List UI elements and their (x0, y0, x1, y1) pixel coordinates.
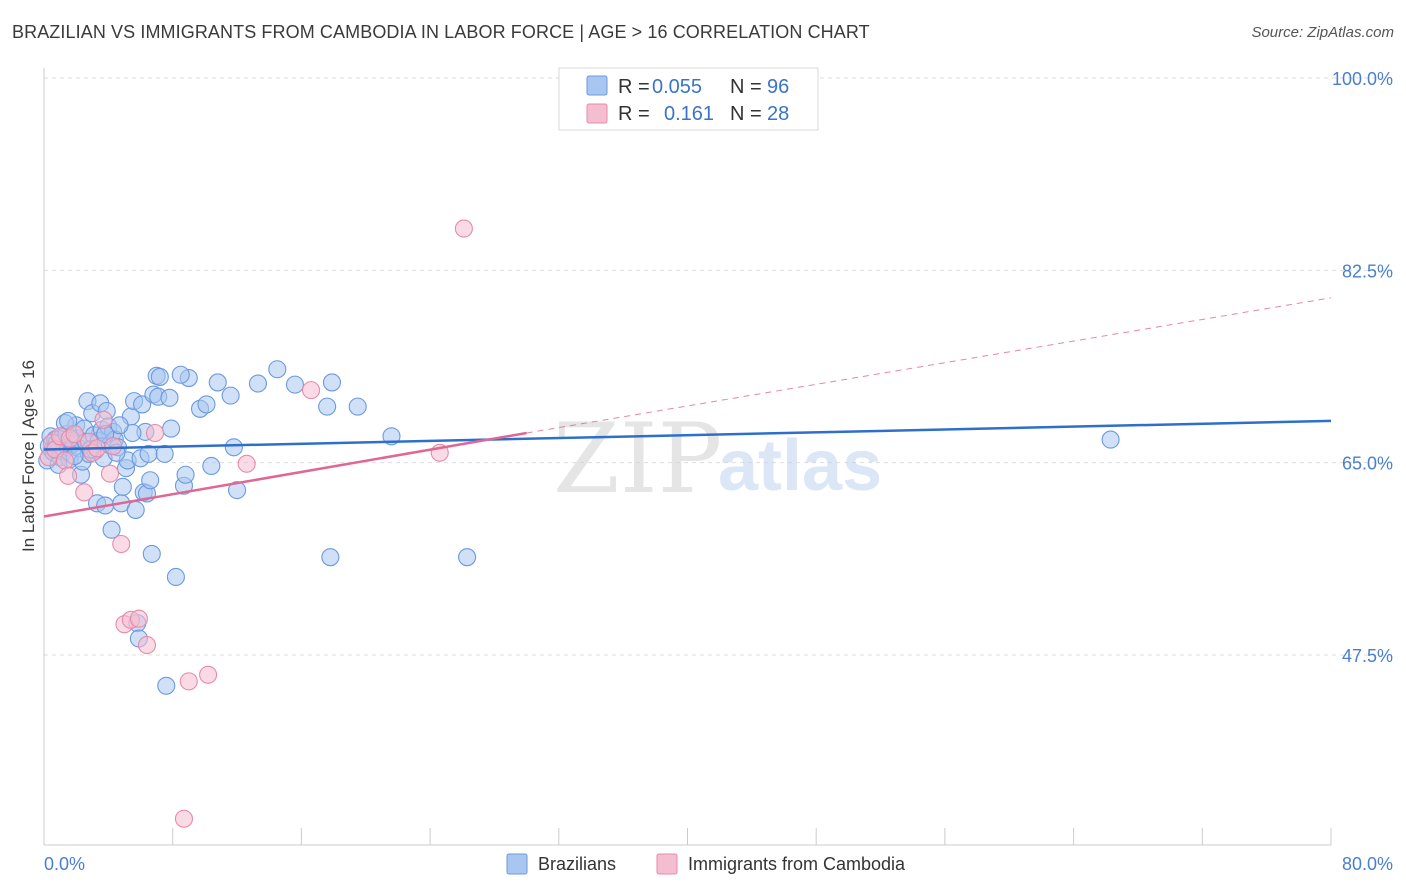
brazilian-point (228, 481, 247, 500)
brazilian-point (162, 419, 181, 438)
trend-lines (43, 297, 1332, 518)
bottom-legend-swatch-pink (656, 853, 678, 875)
legend-r-value-2: 0.161 (664, 103, 714, 125)
brazilian-point (221, 386, 240, 405)
x-tick-label-max: 80.0% (1342, 854, 1393, 874)
bottom-legend: Brazilians Immigrants from Cambodia (506, 853, 906, 875)
legend-n-value-2: 28 (767, 103, 789, 125)
legend-r-label-1: R = (618, 76, 650, 98)
brazilian-point (321, 548, 340, 567)
source-label: Source: ZipAtlas.com (1251, 24, 1394, 41)
brazilian-point (348, 397, 367, 416)
y-axis-label: In Labor Force | Age > 16 (19, 360, 38, 552)
bottom-legend-brazilians: Brazilians (538, 854, 616, 874)
watermark-atlas: atlas (718, 426, 882, 506)
brazilian-point (155, 444, 174, 463)
cambodia-point (145, 423, 165, 443)
cambodia-point (302, 381, 321, 400)
brazilian-point (171, 365, 190, 384)
brazilian-point (126, 500, 145, 519)
bottom-legend-swatch-blue (506, 853, 528, 875)
brazilian-point (160, 388, 179, 407)
y-tick-label: 47.5% (1342, 646, 1393, 666)
brazilian-point (202, 456, 221, 476)
cambodia-point (100, 464, 120, 483)
cambodia-point (59, 466, 78, 485)
brazilian-point (157, 676, 176, 695)
brazilian-point (248, 374, 268, 393)
watermark-zip: ZIP (553, 403, 722, 515)
legend-n-label-1: N = (730, 76, 762, 98)
legend-r-value-1: 0.055 (652, 76, 702, 98)
legend-r-label-2: R = (618, 103, 650, 125)
x-tick-label-min: 0.0% (44, 854, 85, 874)
cambodia-point (104, 437, 123, 456)
cambodia-point (174, 809, 194, 828)
cambodia-point (65, 425, 84, 444)
legend-swatch-pink (586, 103, 608, 124)
watermark: ZIP atlas (553, 403, 882, 515)
trend-line-brazilians (43, 419, 1332, 451)
cambodia-point (454, 219, 473, 238)
cambodia-point (75, 483, 94, 502)
y-tick-label: 65.0% (1342, 454, 1393, 474)
cambodia-point (137, 636, 157, 655)
brazilian-point (318, 397, 337, 416)
cambodia-point (179, 672, 198, 691)
trend-line-cambodia (43, 431, 527, 518)
cambodia-point (112, 534, 131, 554)
x-ticks (43, 828, 1332, 845)
y-tick-labels: 47.5% 65.0% 82.5% 100.0% (1332, 69, 1393, 666)
legend-n-label-2: N = (730, 103, 762, 125)
brazilian-point (285, 375, 305, 394)
brazilian-point (268, 360, 287, 379)
brazilian-point (166, 567, 185, 587)
grid (44, 77, 1393, 656)
brazilian-point (1101, 430, 1120, 449)
cambodia-point (237, 454, 256, 473)
brazilian-point (224, 438, 243, 457)
brazilian-point (176, 465, 195, 484)
brazilian-point (102, 520, 121, 539)
brazilian-point (110, 416, 129, 435)
y-tick-label: 100.0% (1332, 69, 1393, 89)
brazilian-point (150, 367, 169, 386)
trend-line-cambodia-extension (526, 297, 1332, 434)
brazilian-point (113, 477, 132, 496)
brazilian-point (142, 544, 161, 563)
brazilian-point (197, 395, 216, 414)
cambodia-point (55, 451, 74, 470)
brazilian-point (322, 373, 342, 392)
brazilian-point (141, 471, 160, 490)
legend-swatch-blue (586, 75, 608, 96)
cambodia-point (199, 665, 218, 684)
cambodia-point (94, 410, 113, 429)
legend: R = 0.055 N = 96 R = 0.161 N = 28 (558, 67, 819, 131)
y-tick-label: 82.5% (1342, 261, 1393, 281)
chart-title: BRAZILIAN VS IMMIGRANTS FROM CAMBODIA IN… (12, 22, 870, 42)
legend-n-value-1: 96 (767, 76, 789, 98)
brazilian-point (458, 548, 477, 567)
bottom-legend-cambodia: Immigrants from Cambodia (688, 854, 906, 874)
brazilian-point (208, 373, 227, 392)
cambodia-point (129, 609, 148, 628)
